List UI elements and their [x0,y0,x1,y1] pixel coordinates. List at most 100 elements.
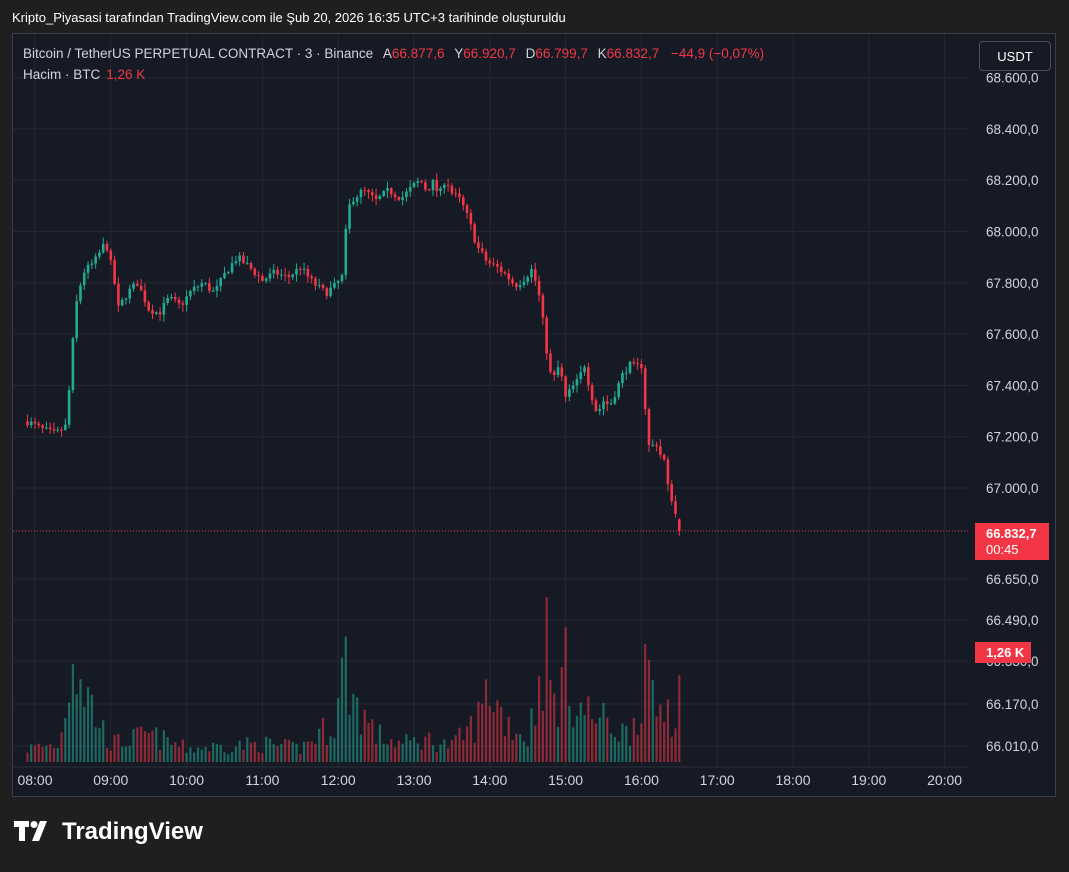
candle-down [632,361,636,364]
time-axis-label: 15:00 [548,772,583,788]
volume-bar [79,679,82,762]
volume-bar [193,752,196,762]
candle-up [98,252,101,257]
volume-bar [412,737,416,762]
candle-down [314,278,317,286]
candlestick-chart[interactable]: 68.600,0 68.400,0 68.200,0 68.000,0 67.800,0… [13,34,1056,797]
candle-up [302,268,306,270]
candle-up [56,429,60,431]
candle-up [522,281,526,286]
volume-bar [234,746,237,762]
volume-bar [185,752,188,762]
volume-bar [26,752,29,762]
volume-bar [249,742,253,762]
candle-up [196,286,200,288]
volume-bar [295,743,298,762]
candle-down [325,288,329,296]
candle-down [253,268,257,276]
volume-bar [511,739,514,762]
volume-bar [227,754,230,762]
volume-bar [105,748,109,762]
candle-up [598,409,602,411]
volume-bar [291,741,294,762]
volume-bar [606,717,609,762]
candle-down [427,189,431,191]
volume-bar [83,706,86,762]
candle-up [340,274,344,281]
volume-bar [625,725,628,762]
volume-bar [86,687,90,762]
candle-up [234,261,238,264]
candle-down [488,260,492,264]
candle-up [386,188,389,192]
low-label: D [525,46,536,61]
candle-down [662,454,666,460]
volume-axis-label: 66.170,0 [986,697,1039,712]
candle-down [473,224,476,243]
candle-down [37,423,41,426]
volume-bar [447,748,450,762]
volume-bar [583,714,586,762]
candle-down [371,192,374,196]
time-axis-label: 12:00 [321,772,356,788]
candle-up [609,403,613,405]
time-axis-label: 08:00 [17,772,52,788]
volume-bar [170,744,173,762]
candle-down [52,429,56,431]
candle-up [79,285,82,302]
volume-bar [469,716,472,762]
candle-down [552,371,556,376]
volume-bar [49,744,52,762]
candle-down [208,283,211,291]
symbol-name[interactable]: Bitcoin / TetherUS PERPETUAL CONTRACT · … [23,46,374,61]
volume-bar [553,693,556,762]
candle-down [41,425,44,428]
candle-down [446,184,450,186]
volume-value: 1,26 K [106,67,146,82]
candle-up [64,424,67,430]
candle-down [181,303,185,305]
candle-up [624,372,628,374]
volume-bar [462,740,465,762]
price-axis-label: 67.800,0 [986,276,1039,291]
candle-down [173,296,177,300]
candle-up [272,269,276,274]
volume-bar [378,724,381,762]
time-axis-label: 16:00 [624,772,659,788]
volume-bar [30,744,33,762]
volume-bar [655,716,658,762]
currency-button[interactable]: USDT [979,41,1051,71]
high-label: Y [454,46,464,61]
candle-down [299,268,302,270]
volume-bar [64,717,67,762]
chart-panel[interactable]: 68.600,0 68.400,0 68.200,0 68.000,0 67.800,0… [12,33,1056,797]
volume-bar [420,749,423,762]
candle-up [215,286,219,291]
candle-up [154,312,158,314]
volume-bar [515,733,518,762]
candle-up [583,367,586,373]
volume-bar [587,696,590,762]
volume-bar [484,679,488,762]
candle-up [416,181,420,184]
volume-bar [306,741,309,762]
volume-label[interactable]: Hacim · BTC [23,67,101,82]
candle-up [291,274,295,278]
volume-bar [541,710,544,762]
candle-up [82,272,86,286]
candle-down [261,275,264,281]
volume-bar [666,699,670,762]
symbol-legend: Bitcoin / TetherUS PERPETUAL CONTRACT · … [23,46,764,61]
candle-up [378,195,382,199]
volume-bar [503,736,507,762]
volume-bar [151,730,154,762]
candle-up [226,272,230,274]
candle-down [397,197,401,201]
candle-up [348,204,351,229]
volume-bar [94,727,97,762]
time-axis-label: 14:00 [472,772,507,788]
candle-down [393,194,397,198]
candle-up [295,268,298,275]
volume-bar [575,715,579,762]
time-axis-label: 19:00 [851,772,886,788]
